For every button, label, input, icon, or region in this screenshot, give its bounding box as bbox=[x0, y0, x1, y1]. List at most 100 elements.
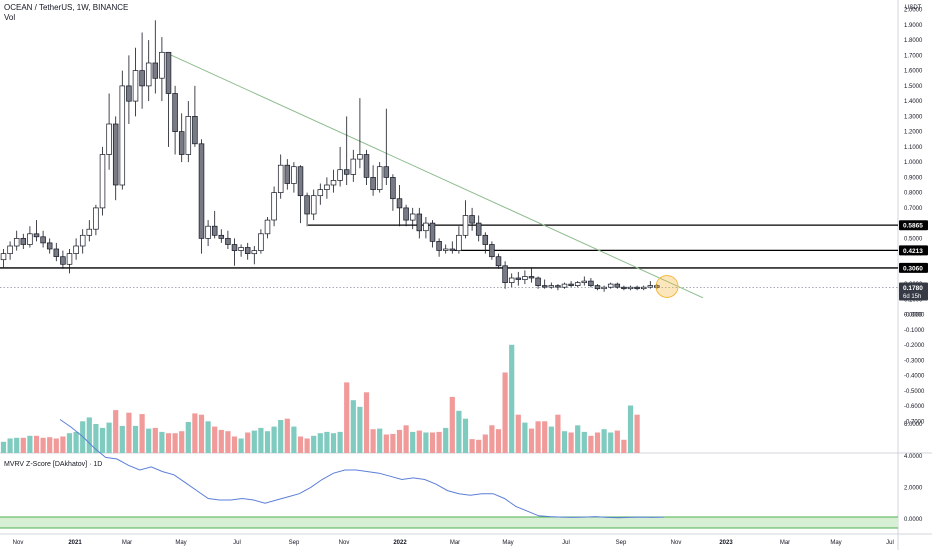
price-tick-label: 1.0000 bbox=[904, 160, 923, 166]
price-tick-label: 1.6000 bbox=[904, 69, 923, 75]
candle bbox=[350, 149, 357, 182]
candle bbox=[508, 273, 515, 288]
candle-body bbox=[456, 234, 462, 251]
candle-body bbox=[390, 177, 396, 200]
volume-bar bbox=[231, 436, 238, 453]
volume-bar bbox=[350, 400, 356, 453]
candle-body bbox=[647, 285, 654, 288]
volume-bar bbox=[172, 433, 178, 453]
candle bbox=[614, 282, 621, 289]
volume-bar bbox=[396, 429, 403, 453]
volume-bar bbox=[73, 431, 79, 453]
level-price-label: 0.5865 bbox=[903, 223, 923, 230]
volume-bar bbox=[621, 439, 627, 453]
candle-body bbox=[376, 166, 383, 190]
candle bbox=[390, 174, 396, 211]
volume-bar bbox=[548, 426, 554, 453]
candle-body bbox=[99, 154, 106, 209]
price-tick-label: 2.0000 bbox=[904, 8, 923, 14]
candle bbox=[475, 215, 482, 242]
candle bbox=[198, 139, 205, 254]
candle bbox=[330, 169, 337, 193]
candle bbox=[53, 242, 60, 262]
candle bbox=[522, 270, 528, 285]
volume-bar bbox=[383, 434, 389, 453]
zscore-line bbox=[59, 419, 665, 519]
time-axis-label: Nov bbox=[339, 540, 350, 546]
candle bbox=[548, 282, 555, 289]
volume-bar bbox=[14, 437, 20, 453]
candle-body bbox=[238, 247, 244, 251]
volume-bar bbox=[614, 430, 620, 453]
candle bbox=[7, 241, 13, 260]
currency-label: USDT bbox=[905, 5, 922, 11]
volume-bar bbox=[363, 392, 370, 453]
time-axis-label: Nov bbox=[671, 540, 682, 546]
volume-bar bbox=[304, 438, 310, 453]
candle-body bbox=[409, 213, 416, 221]
zscore-tick-label: 6.0000 bbox=[904, 422, 923, 428]
candle bbox=[581, 276, 588, 286]
candle bbox=[185, 101, 192, 163]
candle-body bbox=[106, 123, 112, 155]
candle-body bbox=[66, 253, 73, 265]
volume-bar bbox=[126, 412, 132, 453]
candle-body bbox=[588, 280, 594, 287]
price-tick-label: 1.7000 bbox=[904, 53, 923, 59]
candle bbox=[654, 284, 660, 289]
candle bbox=[541, 279, 548, 289]
trendline[interactable] bbox=[164, 51, 704, 299]
time-axis-label: Jul bbox=[562, 540, 570, 546]
volume-bar bbox=[86, 417, 92, 453]
volume-bar bbox=[99, 427, 106, 453]
price-tick-label: 0.7000 bbox=[904, 206, 923, 212]
candle-body bbox=[357, 154, 363, 160]
candle-body bbox=[429, 222, 436, 242]
price-labels: 0.5865 0.4213 0.3060 0.1780 6d 15h bbox=[899, 220, 928, 301]
volume-bar bbox=[113, 410, 119, 453]
candle-body bbox=[40, 236, 46, 244]
volume-bar bbox=[284, 418, 290, 453]
candle-body bbox=[535, 277, 541, 286]
candle-body bbox=[20, 238, 27, 245]
candle bbox=[271, 186, 277, 227]
candle-body bbox=[548, 285, 555, 288]
volume-bar bbox=[542, 421, 548, 453]
candle bbox=[132, 47, 139, 117]
zscore-tick-label: 4.0000 bbox=[904, 454, 923, 460]
zscore-zone-fill bbox=[0, 517, 898, 528]
candle-body bbox=[383, 166, 390, 178]
volume-bar bbox=[218, 429, 224, 453]
candle-body bbox=[416, 213, 423, 232]
volume-bar bbox=[390, 433, 396, 453]
time-axis-label: May bbox=[175, 540, 186, 546]
countdown-label: 6d 15h bbox=[903, 294, 921, 300]
candle bbox=[634, 285, 640, 291]
candle bbox=[231, 238, 238, 266]
volume-bar bbox=[608, 432, 614, 453]
candle bbox=[244, 242, 251, 260]
volume-bar bbox=[357, 406, 363, 453]
candle-body bbox=[7, 245, 13, 254]
candle-body bbox=[258, 233, 264, 251]
candle-body bbox=[0, 253, 7, 261]
volume-bar bbox=[416, 430, 422, 453]
volume-bar bbox=[258, 427, 264, 453]
candle-body bbox=[277, 164, 284, 193]
candle-body bbox=[436, 241, 442, 251]
price-tick-label: 1.4000 bbox=[904, 99, 923, 105]
candle-body bbox=[601, 286, 607, 290]
candle bbox=[33, 220, 40, 242]
candle bbox=[409, 207, 416, 230]
candle-body bbox=[178, 131, 185, 155]
volume-bar bbox=[7, 438, 13, 453]
candle-body bbox=[607, 283, 614, 288]
volume-bar bbox=[324, 431, 330, 453]
price-tick-label: 1.8000 bbox=[904, 38, 923, 44]
price-tick-label: -0.7000 bbox=[904, 419, 925, 425]
volume-bar bbox=[317, 433, 323, 453]
volume-bar bbox=[462, 418, 469, 453]
candle bbox=[416, 207, 423, 239]
candle-body bbox=[594, 285, 601, 290]
